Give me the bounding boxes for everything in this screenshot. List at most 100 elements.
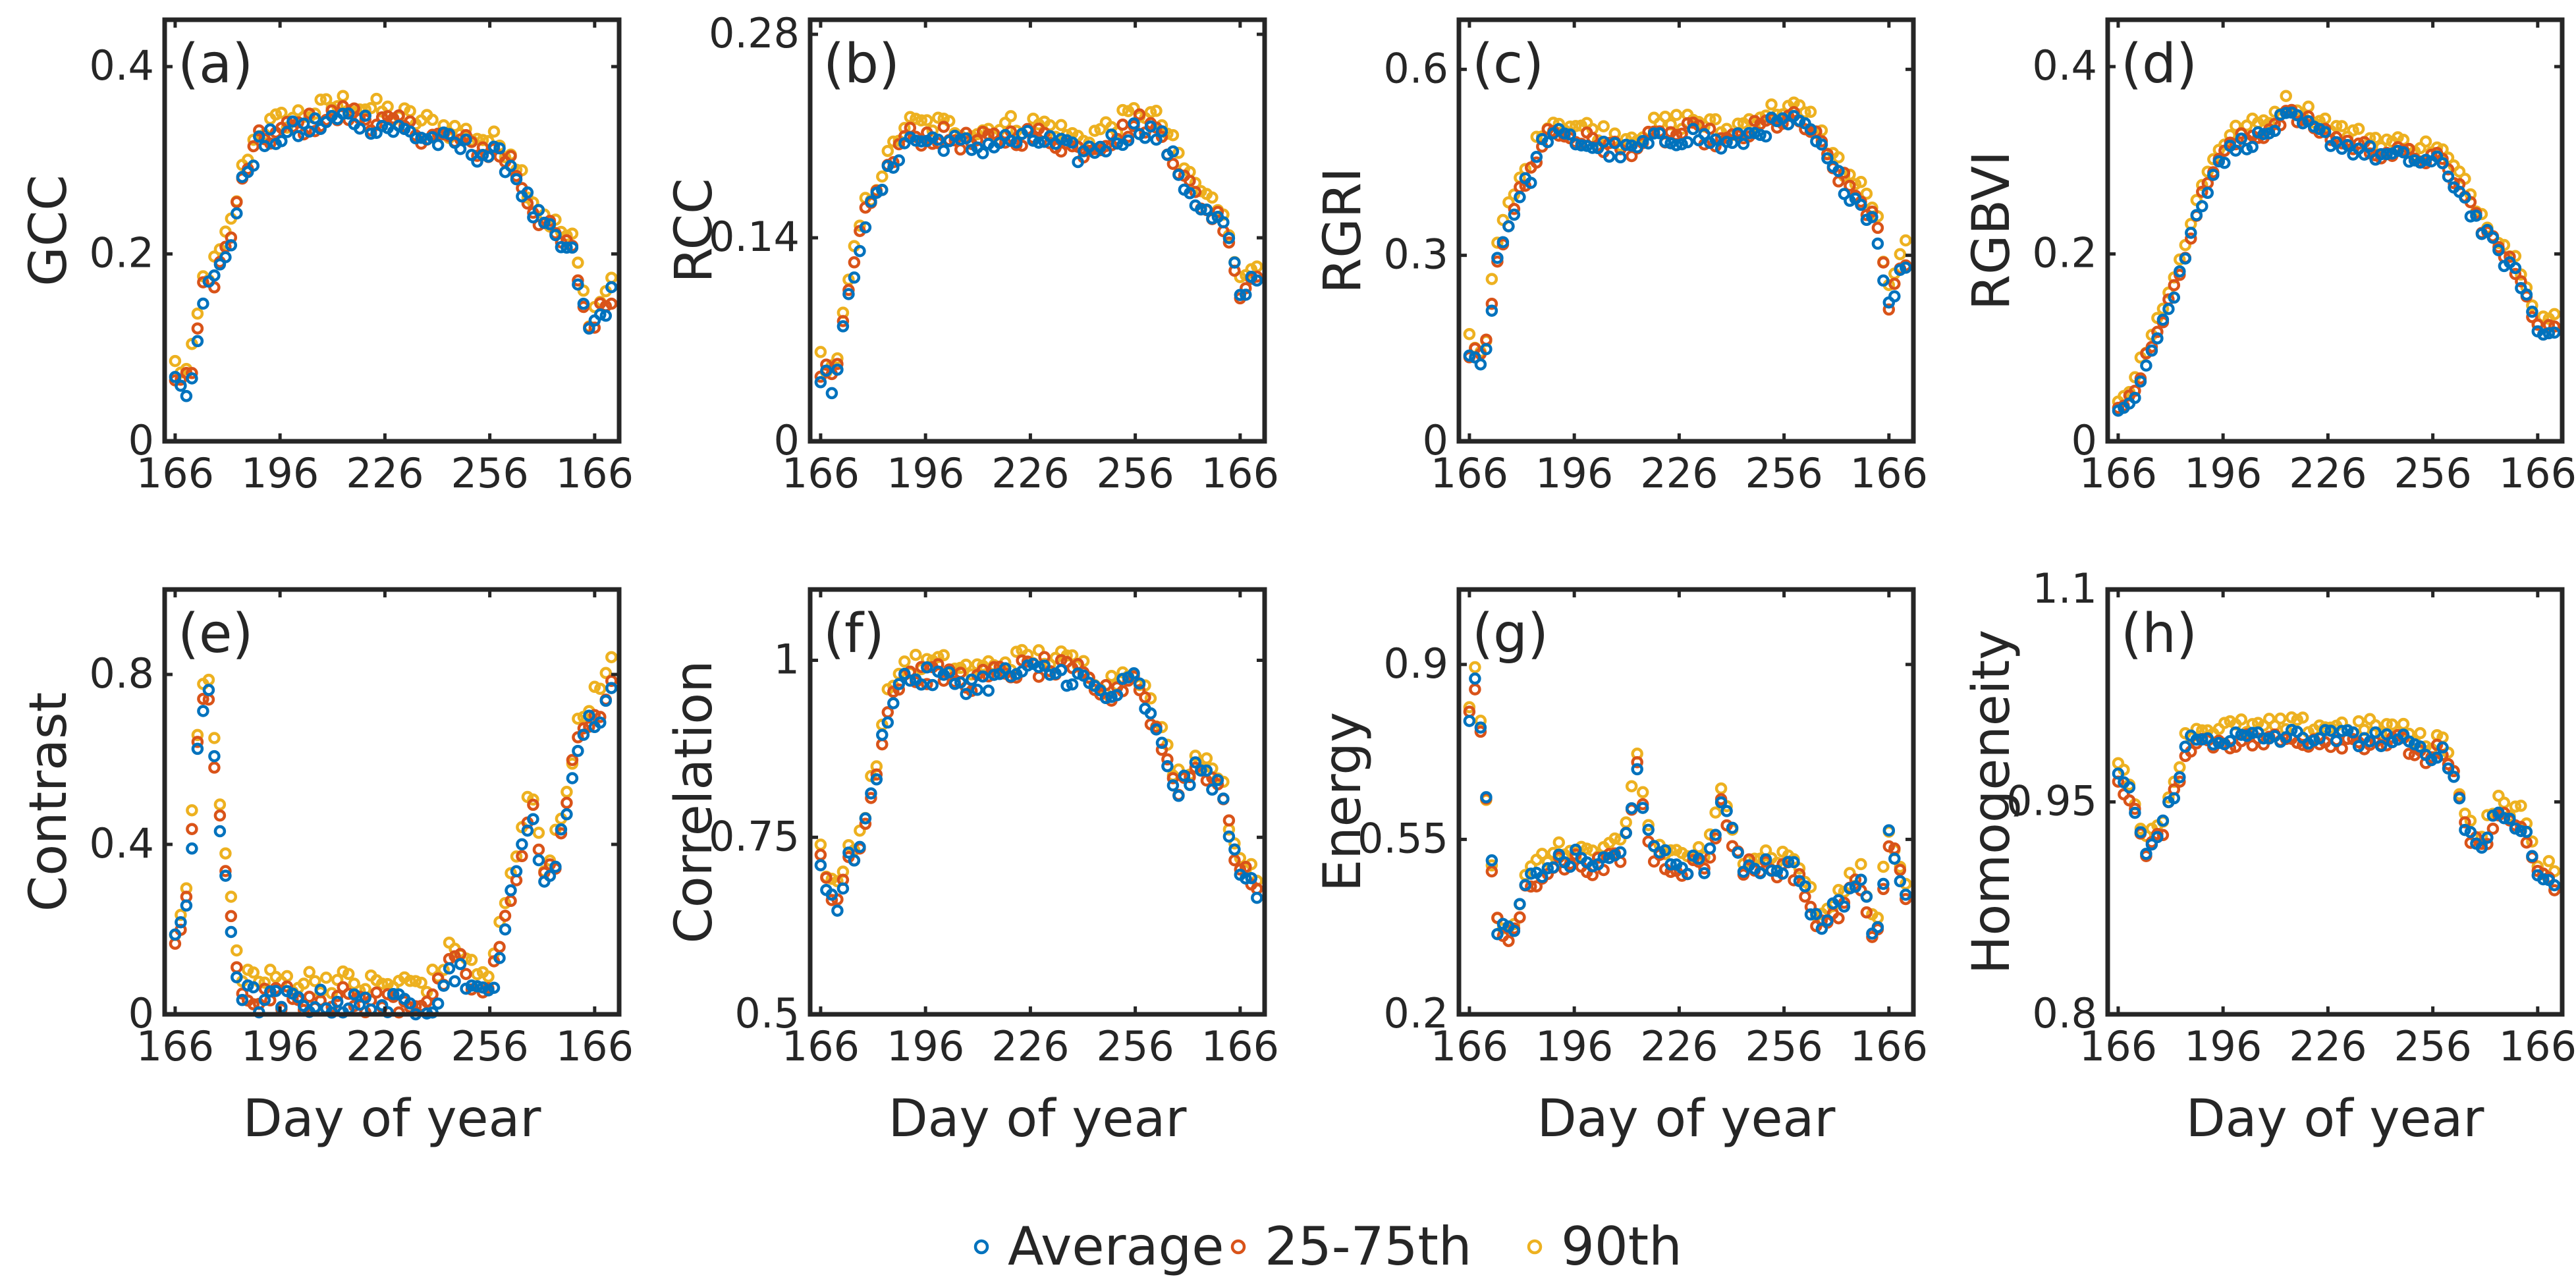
point-90th [527, 793, 539, 806]
point-average [1726, 136, 1739, 150]
point-average [431, 997, 445, 1010]
point-90th [208, 732, 221, 744]
legend-marker [1230, 1239, 1246, 1255]
x-axis-label: Day of year [2186, 1089, 2485, 1149]
point-average [1228, 256, 1241, 269]
point-average [854, 244, 866, 258]
y-tick-label: 0.4 [89, 819, 154, 867]
point-average [1161, 760, 1174, 773]
point-90th [1608, 832, 1621, 845]
point-2575th [191, 322, 204, 335]
point-90th [1799, 106, 1811, 119]
point-average [247, 981, 260, 994]
point-average [1732, 846, 1744, 859]
point-average [1469, 672, 1481, 685]
point-average [487, 981, 501, 994]
point-average [2280, 107, 2292, 119]
point-average [892, 154, 906, 167]
point-average [197, 297, 209, 310]
point-2575th [1844, 179, 1856, 192]
data-points [2112, 711, 2561, 896]
point-90th [505, 867, 517, 879]
point-90th [370, 92, 383, 105]
point-average [510, 173, 523, 186]
point-2575th [1877, 883, 1890, 896]
point-average [1815, 138, 1828, 151]
point-2575th [1882, 840, 1896, 853]
point-average [2145, 344, 2158, 357]
point-2575th [577, 722, 590, 735]
point-average [2509, 261, 2522, 275]
point-2575th [231, 961, 243, 973]
point-2575th [2403, 748, 2415, 760]
point-average [2207, 738, 2220, 751]
point-90th [965, 668, 978, 681]
point-2575th [583, 721, 595, 733]
point-90th [588, 680, 601, 694]
point-90th [1251, 260, 1263, 273]
point-2575th [572, 274, 584, 287]
point-90th [1877, 860, 1890, 873]
point-average [836, 320, 850, 333]
point-2575th [2531, 318, 2544, 331]
point-average [2134, 375, 2147, 388]
point-2575th [881, 706, 894, 719]
point-average [364, 127, 377, 140]
point-2575th [2526, 311, 2538, 323]
point-average [1726, 821, 1739, 835]
point-average [1642, 823, 1655, 836]
point-average [1066, 678, 1079, 691]
point-average [505, 884, 517, 897]
point-average [1010, 136, 1023, 149]
point-average [1060, 679, 1073, 692]
point-90th [1709, 113, 1722, 126]
point-2575th [476, 141, 489, 154]
point-90th [1664, 844, 1677, 857]
point-average [1485, 854, 1498, 867]
point-90th [191, 728, 204, 742]
point-average [2548, 879, 2561, 892]
point-90th [2218, 717, 2231, 729]
point-90th [1463, 701, 1476, 714]
point-average [594, 716, 607, 729]
x-tick-label: 226 [1640, 1022, 1718, 1070]
point-average [987, 669, 1000, 681]
point-average [543, 869, 557, 882]
point-average [2179, 740, 2192, 753]
point-average [1570, 138, 1582, 151]
point-average [1038, 659, 1051, 672]
point-90th [2515, 800, 2527, 812]
point-90th [2453, 165, 2466, 178]
point-2575th [1871, 221, 1884, 234]
point-average [2201, 186, 2214, 200]
point-average [460, 133, 472, 146]
point-average [1139, 132, 1151, 144]
point-2575th [937, 121, 950, 133]
point-average [1647, 127, 1660, 140]
y-tick-label: 0.2 [89, 229, 154, 277]
x-tick-label: 166 [1431, 449, 1508, 497]
point-average [1116, 672, 1129, 685]
point-average [2212, 736, 2226, 750]
point-average [1620, 827, 1632, 840]
point-90th [258, 976, 271, 989]
point-average [577, 728, 590, 741]
point-average [1178, 769, 1191, 782]
point-90th [937, 649, 950, 662]
point-average [225, 925, 238, 939]
point-average [2291, 109, 2303, 122]
point-2575th [197, 692, 209, 705]
point-2575th [921, 678, 933, 690]
point-average [2436, 741, 2449, 754]
point-average [1670, 139, 1683, 151]
point-90th [1658, 110, 1672, 123]
point-average [2481, 831, 2494, 844]
point-average [2162, 302, 2175, 315]
point-2575th [1166, 772, 1180, 784]
point-average [2151, 332, 2164, 344]
y-axis-label: RGBVI [1962, 151, 2021, 310]
point-90th [1581, 842, 1593, 855]
point-90th [2196, 178, 2208, 192]
point-average [2235, 132, 2248, 145]
point-90th [1714, 782, 1728, 795]
